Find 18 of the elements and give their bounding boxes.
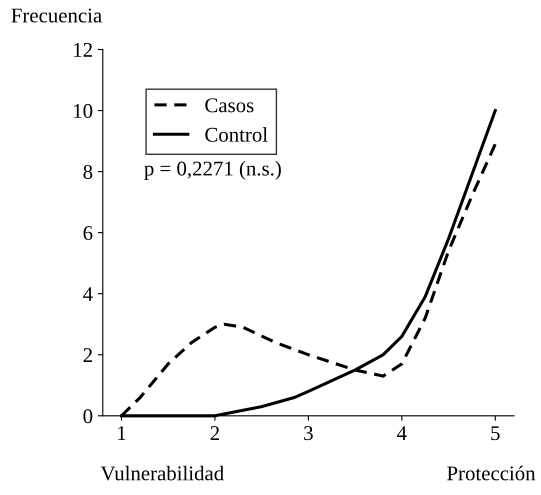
y-tick-label: 12: [74, 42, 92, 57]
legend-label: Control: [205, 127, 268, 142]
x-tick-label: 5: [491, 426, 500, 440]
y-tick-label: 4: [83, 287, 93, 301]
x-tick-label: 4: [397, 426, 407, 440]
y-tick-label: 8: [83, 164, 92, 180]
y-tick-label: 2: [84, 348, 92, 362]
y-tick-label: 6: [84, 226, 92, 240]
text: Vulnerabilidad: [100, 466, 224, 481]
x-tick-label: 2: [210, 426, 219, 440]
y-axis-title: Frecuencia: [11, 8, 102, 23]
legend-label: Casos: [205, 98, 254, 112]
annotation: p = 0,2271 (n.s.): [144, 160, 281, 180]
x-tick-label: 1: [118, 426, 126, 440]
text: Protección: [447, 466, 536, 480]
x-tick-label: 3: [304, 426, 313, 440]
y-tick-label: 10: [74, 104, 92, 118]
y-tick-label: 0: [83, 409, 92, 424]
